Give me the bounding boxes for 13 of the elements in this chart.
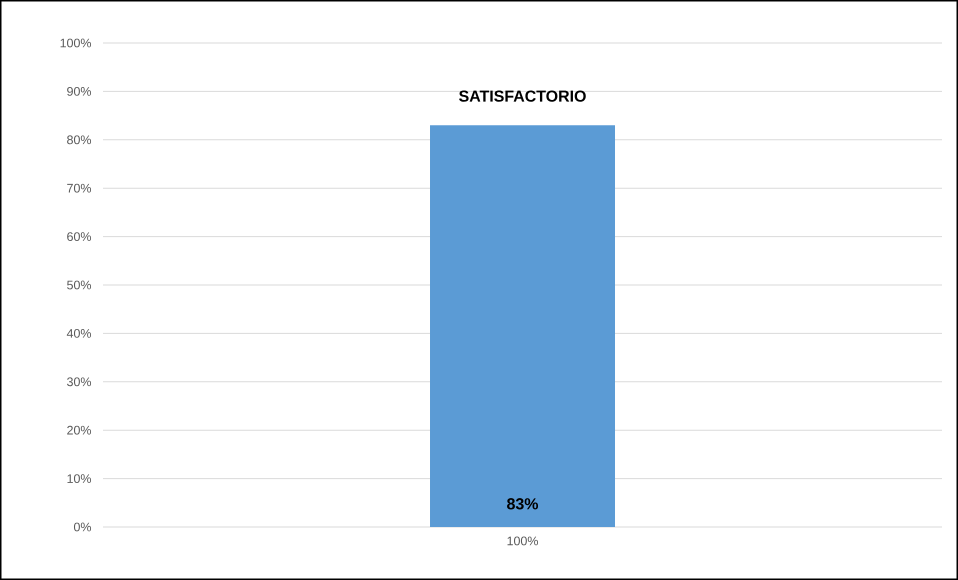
y-tick-label: 30% xyxy=(67,377,92,386)
y-tick-label: 50% xyxy=(67,280,92,290)
y-tick-label: 20% xyxy=(67,426,92,435)
y-tick-label: 90% xyxy=(67,86,92,96)
data-label: 83% xyxy=(507,498,538,510)
y-tick-label: 100% xyxy=(60,38,92,48)
y-tick-label: 10% xyxy=(68,474,92,484)
series-label: SATISFACTORIO xyxy=(459,90,586,102)
y-tick-label: 40% xyxy=(66,328,92,338)
y-tick-label: 70% xyxy=(67,184,92,193)
y-tick-label: 0% xyxy=(74,522,92,532)
y-tick-label: 60% xyxy=(67,232,92,242)
y-tick-label: 80% xyxy=(67,135,92,144)
